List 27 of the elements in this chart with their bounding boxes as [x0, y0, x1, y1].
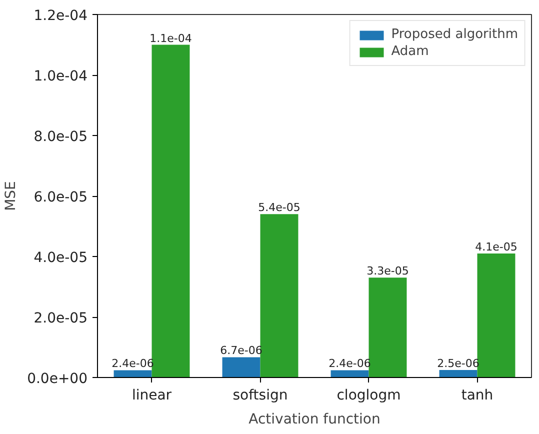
- x-tick-label: tanh: [461, 388, 494, 404]
- bar: [222, 357, 260, 378]
- legend-label: Adam: [391, 44, 429, 59]
- x-tick-label: softsign: [232, 388, 288, 404]
- data-label: 4.1e-05: [475, 240, 518, 254]
- bar: [152, 44, 190, 378]
- bar: [114, 370, 152, 378]
- data-label: 3.3e-05: [366, 264, 409, 278]
- bar: [477, 253, 516, 378]
- y-tick-label: 8.0e-05: [34, 129, 88, 145]
- bar: [368, 278, 407, 378]
- y-tick-label: 1.0e-04: [34, 68, 88, 84]
- bar: [330, 370, 369, 378]
- y-tick-label: 6.0e-05: [34, 190, 88, 206]
- bar: [439, 370, 478, 378]
- x-tick-label: cloglogm: [336, 388, 401, 404]
- y-tick-label: 1.2e-04: [34, 8, 88, 24]
- y-axis-title: MSE: [3, 181, 20, 211]
- legend-label: Proposed algorithm: [391, 27, 518, 42]
- data-label: 5.4e-05: [258, 201, 300, 214]
- x-axis-title: Activation function: [248, 412, 380, 428]
- data-label: 1.1e-04: [150, 32, 192, 45]
- bar: [260, 214, 298, 378]
- y-tick-label: 2.0e-05: [34, 310, 88, 326]
- y-tick-label: 4.0e-05: [34, 250, 88, 266]
- y-tick-label: 0.0e+00: [27, 371, 88, 387]
- x-tick-label: linear: [132, 388, 172, 404]
